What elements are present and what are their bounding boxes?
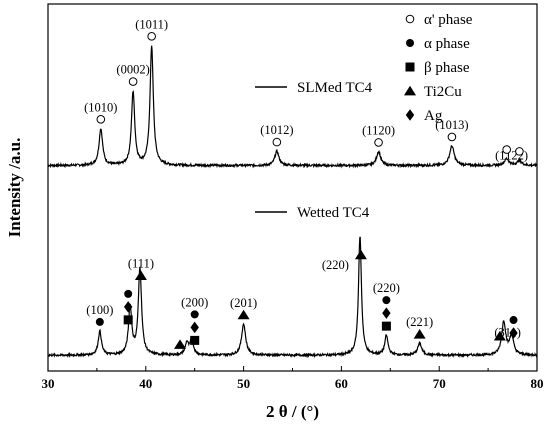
phase-marker: [147, 32, 156, 41]
peak-label: (1012): [260, 123, 293, 137]
legend-label: Ti2Cu: [424, 84, 462, 100]
peak-label: (220): [322, 258, 349, 272]
peak-label: (200): [181, 295, 208, 309]
phase-marker: [95, 317, 104, 326]
phase-marker: [354, 249, 367, 260]
phase-marker: [134, 270, 147, 280]
phase-marker: [509, 316, 518, 325]
phase-marker: [237, 309, 250, 320]
peak-label: (221): [406, 315, 433, 329]
legend-label: α phase: [424, 36, 470, 52]
phase-marker: [123, 301, 133, 313]
phase-marker: [447, 132, 457, 142]
x-tick-label: 70: [433, 376, 446, 391]
series-line-0: [47, 45, 538, 169]
x-tick-label: 80: [531, 376, 544, 391]
phase-marker: [124, 289, 133, 298]
peak-label: (1120): [362, 123, 395, 137]
phase-marker: [515, 147, 524, 156]
phase-marker: [174, 339, 187, 349]
peak-label: (0002): [116, 63, 149, 77]
series-label: SLMed TC4: [297, 80, 373, 96]
phase-marker: [128, 77, 138, 86]
peak-label: (1013): [435, 118, 468, 132]
phase-marker: [382, 307, 391, 319]
peak-label: (201): [230, 296, 257, 310]
legend-label: β phase: [424, 60, 470, 76]
peak-label: (1011): [135, 17, 168, 31]
legend-marker: [405, 62, 415, 72]
phase-marker: [272, 137, 282, 147]
phase-marker: [123, 315, 133, 325]
legend-marker: [404, 85, 416, 96]
phase-marker: [190, 335, 200, 345]
x-tick-label: 30: [42, 376, 55, 391]
x-axis-title: 2 θ / (°): [266, 402, 319, 421]
phase-marker: [190, 310, 199, 319]
x-tick-label: 60: [335, 376, 348, 391]
legend-marker: [405, 109, 415, 121]
phase-marker: [190, 321, 199, 334]
y-axis-title: Intensity /a.u.: [5, 138, 24, 238]
phase-marker: [413, 329, 426, 339]
legend-label: Ag: [424, 108, 443, 124]
x-tick-label: 40: [139, 376, 152, 391]
phase-marker: [493, 330, 506, 341]
legend-marker: [405, 14, 415, 24]
phase-marker: [96, 115, 106, 124]
phase-marker: [374, 138, 383, 147]
peak-label: (111): [128, 257, 154, 271]
legend-marker: [406, 39, 414, 47]
series-label: Wetted TC4: [297, 205, 370, 221]
legend-label: α' phase: [424, 12, 473, 28]
peak-label: (1010): [84, 100, 117, 114]
x-tick-label: 50: [237, 376, 250, 391]
phase-marker: [509, 327, 518, 339]
phase-marker: [502, 145, 511, 154]
series-line-1: [47, 236, 538, 359]
peak-label: (100): [86, 303, 113, 317]
peak-label: (220): [373, 281, 400, 295]
phase-marker: [382, 296, 391, 305]
phase-marker: [381, 321, 391, 331]
